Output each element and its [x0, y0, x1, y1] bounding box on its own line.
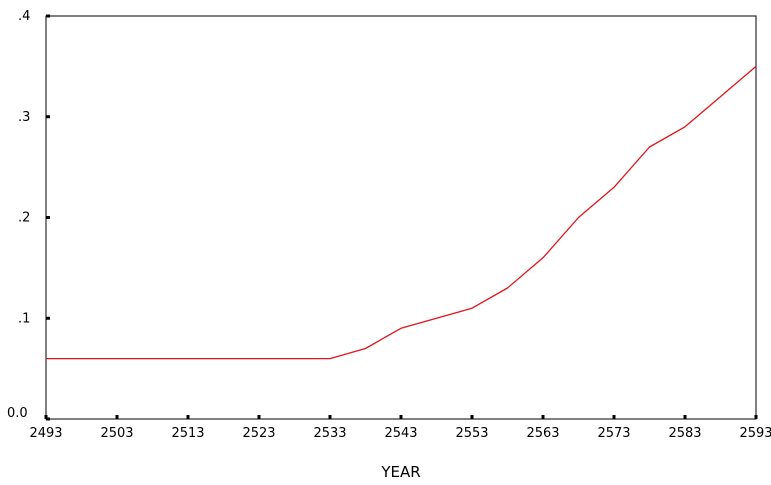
x-tick-label: 2563 [526, 426, 559, 441]
x-tick-label: 2543 [384, 426, 417, 441]
y-tick-label: .4 [18, 9, 30, 24]
y-tick-label: 0.0 [7, 406, 28, 421]
series-line [46, 65, 757, 360]
x-tick-label: 2573 [597, 426, 630, 441]
x-tick-label: 2553 [455, 426, 488, 441]
plot-area [45, 15, 757, 420]
x-tick-label: 2583 [668, 426, 701, 441]
y-tick-label: .2 [18, 211, 30, 226]
x-axis: 2493 2503 2513 2523 2533 2543 2553 2563 2573 2583… [29, 415, 771, 441]
x-tick-label: 2503 [100, 426, 133, 441]
x-axis-title: YEAR [380, 463, 420, 481]
series-layer [46, 65, 757, 360]
x-tick-label: 2523 [242, 426, 275, 441]
x-tick-label: 2493 [29, 426, 62, 441]
y-tick-label: .3 [18, 110, 30, 125]
y-tick-label: .1 [18, 311, 30, 326]
x-tick-label: 2593 [739, 426, 771, 441]
y-axis: 0.0 .1 .2 .3 .4 [7, 9, 50, 421]
x-tick-label: 2513 [171, 426, 204, 441]
x-tick-label: 2533 [313, 426, 346, 441]
